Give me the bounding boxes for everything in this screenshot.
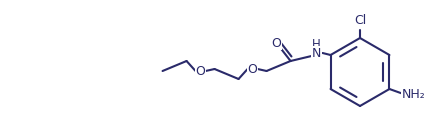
Text: N: N bbox=[312, 47, 321, 59]
Text: O: O bbox=[196, 64, 206, 78]
Text: H: H bbox=[312, 38, 321, 50]
Text: O: O bbox=[272, 37, 281, 49]
Text: NH₂: NH₂ bbox=[402, 87, 425, 100]
Text: O: O bbox=[247, 63, 258, 75]
Text: Cl: Cl bbox=[354, 13, 366, 27]
